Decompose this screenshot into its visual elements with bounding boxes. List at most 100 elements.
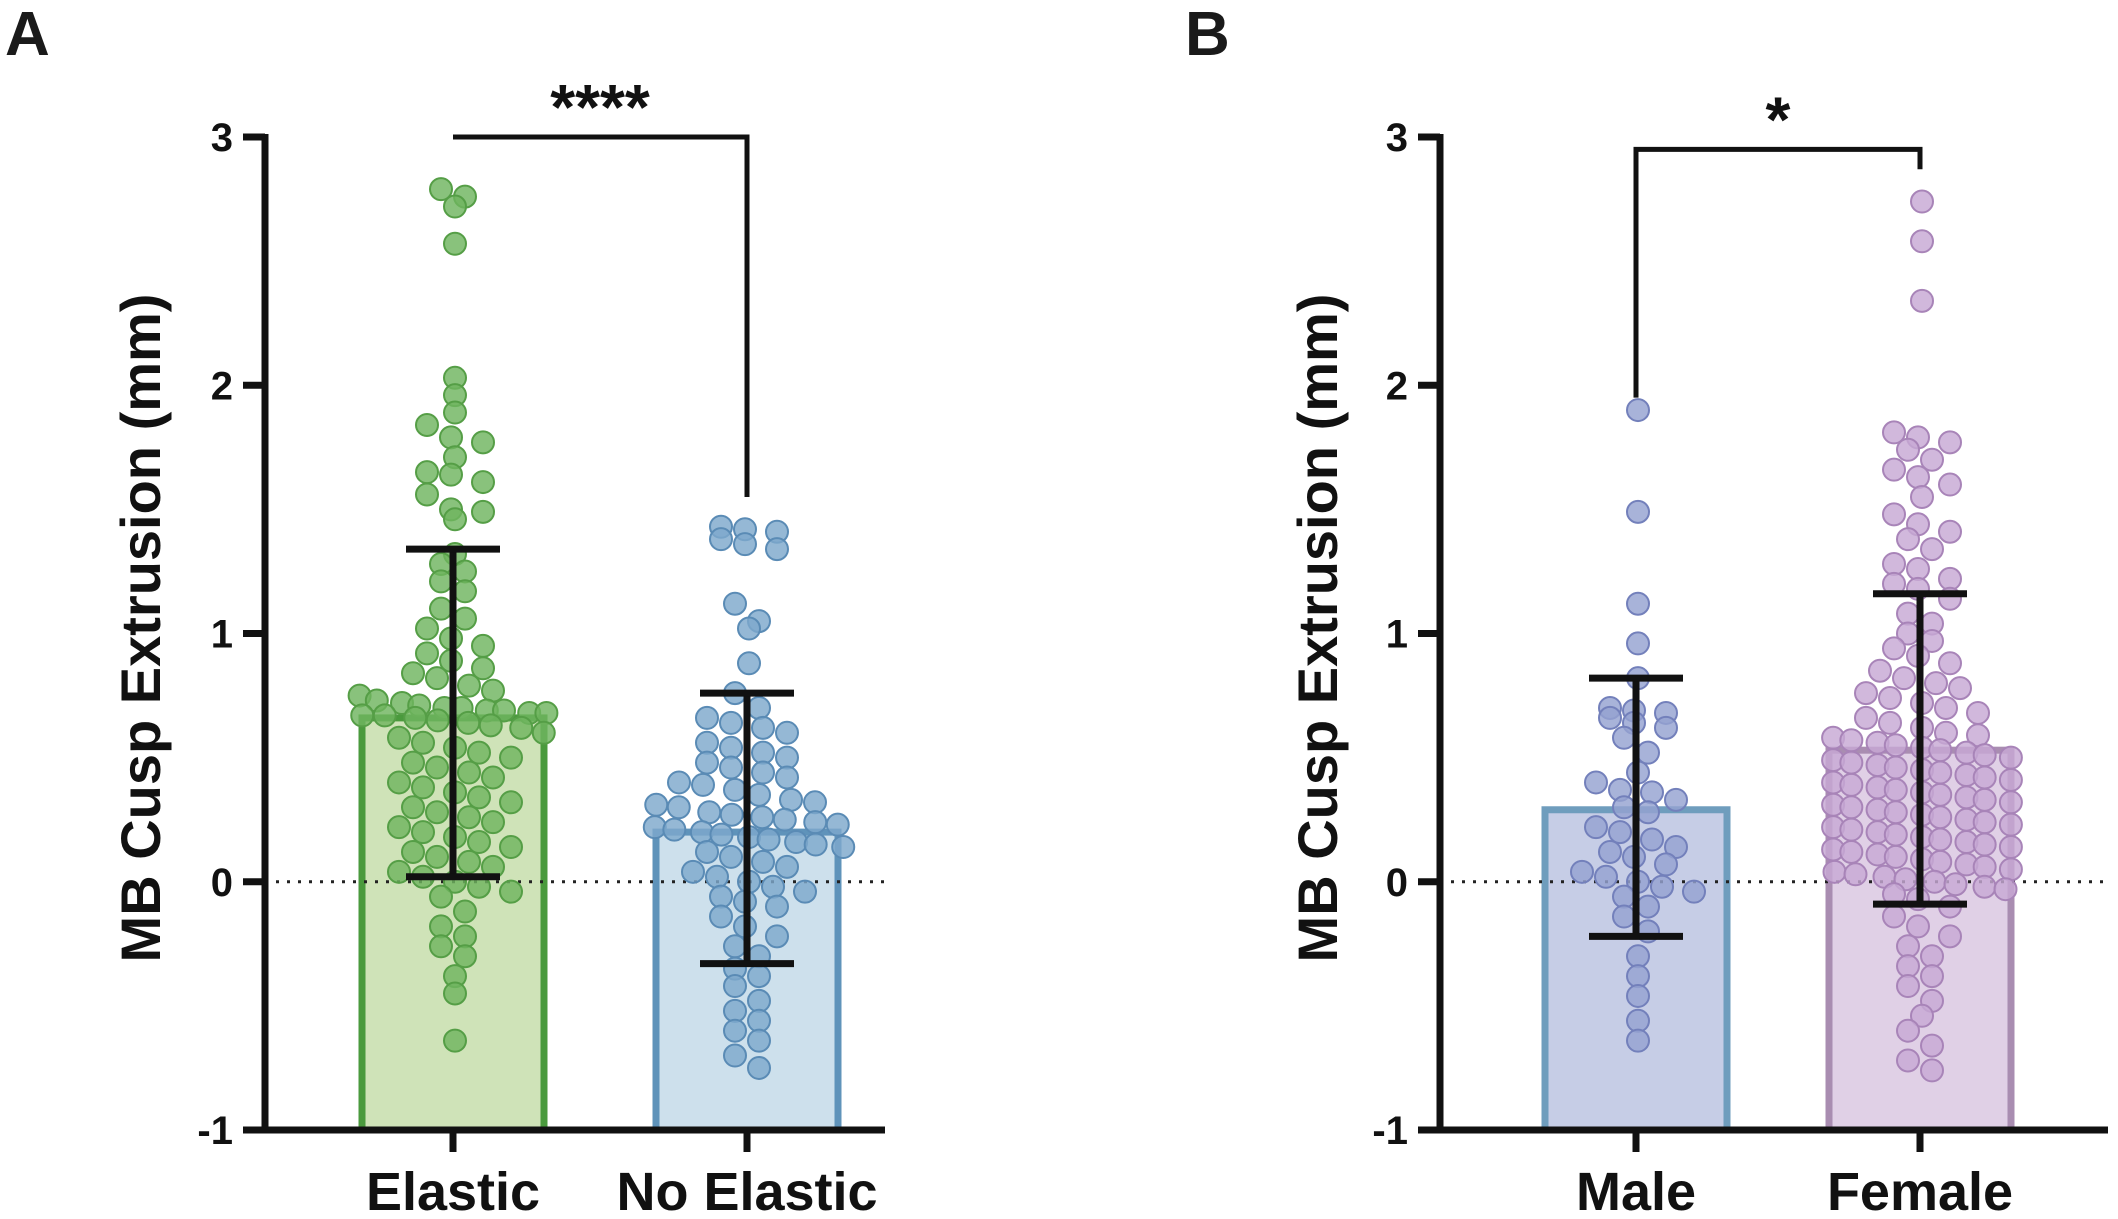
data-point-b-1 bbox=[1882, 420, 1906, 445]
y-tick-label-b: -1 bbox=[1372, 1109, 1408, 1153]
data-point-a-1 bbox=[751, 760, 775, 785]
data-point-a-0 bbox=[453, 579, 477, 604]
data-point-a-1 bbox=[662, 817, 687, 842]
data-point-b-1 bbox=[1924, 671, 1948, 696]
y-tick-label-b: 3 bbox=[1386, 116, 1408, 160]
data-point-a-0 bbox=[499, 790, 523, 815]
data-point-a-1 bbox=[709, 884, 733, 909]
data-point-a-0 bbox=[429, 914, 453, 939]
y-tick-label-a: 3 bbox=[211, 116, 233, 160]
data-point-a-1 bbox=[723, 998, 747, 1023]
data-point-b-1 bbox=[1883, 777, 1908, 802]
data-point-b-1 bbox=[1938, 566, 1962, 591]
data-point-b-1 bbox=[1910, 1003, 1934, 1028]
data-point-a-1 bbox=[695, 730, 719, 755]
data-point-a-1 bbox=[803, 832, 828, 857]
data-point-a-0 bbox=[415, 482, 439, 507]
data-point-a-0 bbox=[411, 775, 435, 800]
data-point-b-0 bbox=[1612, 795, 1636, 820]
data-point-a-1 bbox=[723, 591, 747, 616]
data-point-b-1 bbox=[1839, 772, 1864, 797]
data-point-a-1 bbox=[681, 859, 705, 884]
data-point-a-0 bbox=[457, 673, 481, 698]
data-point-a-1 bbox=[751, 740, 775, 765]
data-point-b-0 bbox=[1636, 740, 1660, 765]
data-point-b-1 bbox=[1998, 790, 2023, 815]
data-point-b-0 bbox=[1626, 983, 1650, 1008]
data-point-b-0 bbox=[1626, 398, 1650, 423]
data-point-b-1 bbox=[1928, 760, 1953, 785]
data-point-b-1 bbox=[1896, 1018, 1920, 1043]
data-point-b-1 bbox=[1938, 651, 1962, 676]
data-point-b-0 bbox=[1612, 904, 1636, 929]
y-tick-label-a: 0 bbox=[211, 861, 233, 905]
data-point-b-1 bbox=[1938, 430, 1962, 455]
data-point-a-1 bbox=[709, 822, 734, 847]
data-point-a-0 bbox=[415, 616, 439, 641]
data-point-b-0 bbox=[1626, 1008, 1650, 1033]
data-point-b-1 bbox=[1910, 229, 1934, 254]
data-point-b-1 bbox=[1920, 447, 1944, 472]
data-point-b-1 bbox=[1882, 502, 1906, 527]
data-point-b-0 bbox=[1640, 780, 1664, 805]
data-point-b-1 bbox=[1892, 666, 1916, 691]
data-point-b-0 bbox=[1584, 770, 1608, 795]
data-point-b-1 bbox=[1882, 904, 1906, 929]
data-point-a-0 bbox=[443, 981, 467, 1006]
data-point-b-0 bbox=[1612, 725, 1636, 750]
data-point-b-1 bbox=[1910, 484, 1934, 509]
data-point-a-1 bbox=[825, 812, 850, 837]
data-point-a-1 bbox=[803, 790, 827, 815]
data-point-b-1 bbox=[1928, 805, 1953, 830]
data-point-b-1 bbox=[1993, 877, 2018, 902]
data-point-b-1 bbox=[1938, 519, 1962, 544]
data-point-b-0 bbox=[1570, 859, 1594, 884]
data-point-b-1 bbox=[1938, 472, 1962, 497]
data-point-b-1 bbox=[1906, 465, 1930, 490]
data-point-a-1 bbox=[772, 807, 797, 832]
data-point-a-0 bbox=[471, 470, 495, 495]
data-point-a-1 bbox=[765, 537, 789, 562]
data-point-a-0 bbox=[401, 839, 425, 864]
data-point-a-0 bbox=[425, 755, 449, 780]
data-point-a-1 bbox=[723, 934, 747, 959]
data-point-a-1 bbox=[747, 695, 771, 720]
data-point-b-1 bbox=[1896, 527, 1920, 552]
data-point-b-0 bbox=[1626, 964, 1650, 989]
data-point-b-1 bbox=[1972, 765, 1997, 790]
data-point-b-1 bbox=[1966, 700, 1990, 725]
data-point-a-0 bbox=[429, 934, 453, 959]
data-point-b-0 bbox=[1654, 715, 1678, 740]
data-point-a-0 bbox=[457, 805, 481, 830]
x-category-label-a-1: No Elastic bbox=[616, 1162, 877, 1219]
data-point-b-1 bbox=[1882, 457, 1906, 482]
data-point-a-0 bbox=[387, 770, 411, 795]
data-point-b-1 bbox=[1883, 733, 1908, 758]
data-point-a-1 bbox=[751, 715, 775, 740]
data-point-a-1 bbox=[775, 720, 799, 745]
data-point-a-0 bbox=[453, 944, 477, 969]
data-point-a-0 bbox=[481, 765, 505, 790]
data-point-b-0 bbox=[1640, 827, 1664, 852]
significance-label-a: **** bbox=[550, 71, 650, 143]
data-point-b-1 bbox=[1920, 964, 1944, 989]
data-point-a-0 bbox=[387, 815, 411, 840]
data-point-a-1 bbox=[765, 894, 789, 919]
y-axis-title-a: MB Cusp Extrusion (mm) bbox=[109, 294, 172, 963]
data-point-a-1 bbox=[723, 1018, 747, 1043]
data-point-b-1 bbox=[1928, 782, 1953, 807]
data-point-a-1 bbox=[793, 879, 817, 904]
data-point-a-1 bbox=[747, 988, 771, 1013]
data-point-a-1 bbox=[644, 792, 669, 817]
data-point-b-1 bbox=[1854, 681, 1878, 706]
data-point-b-1 bbox=[1883, 844, 1908, 869]
data-point-a-0 bbox=[471, 633, 495, 658]
data-point-b-1 bbox=[1998, 767, 2023, 792]
data-point-b-1 bbox=[1896, 1048, 1920, 1073]
data-point-a-0 bbox=[429, 177, 453, 202]
data-point-a-0 bbox=[425, 844, 449, 869]
data-point-a-1 bbox=[750, 805, 775, 830]
data-point-a-0 bbox=[478, 713, 503, 738]
y-tick-label-b: 1 bbox=[1386, 613, 1408, 657]
data-point-b-1 bbox=[1998, 857, 2023, 882]
